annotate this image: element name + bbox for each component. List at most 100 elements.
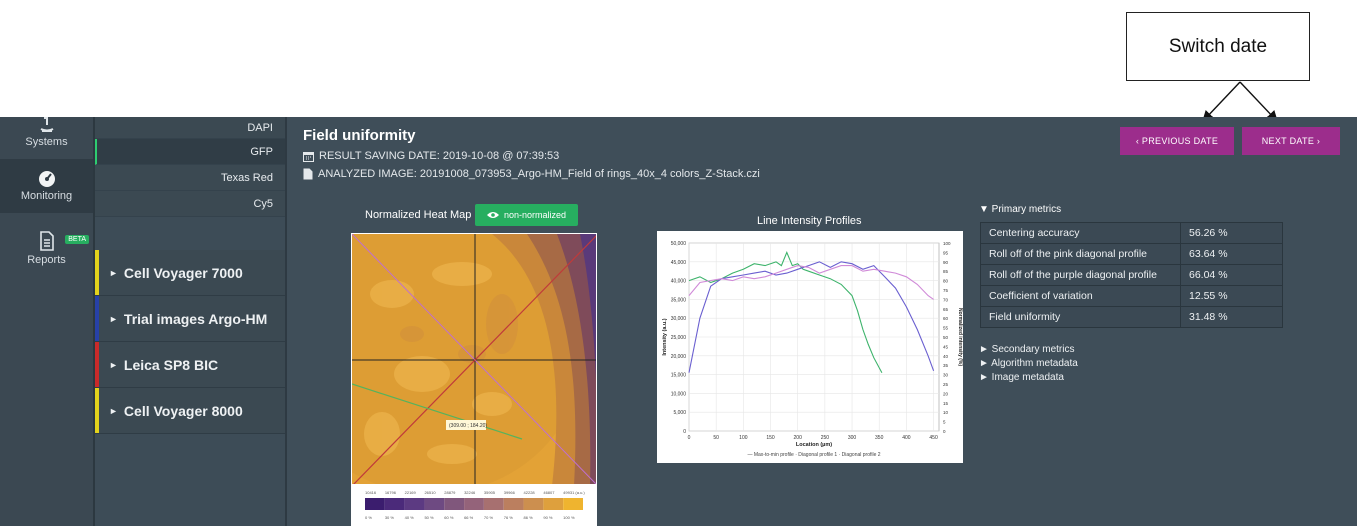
- y-tick-label: 0: [683, 429, 686, 435]
- system-name: Cell Voyager 7000: [123, 264, 243, 281]
- system-name: Leica SP8 BIC: [123, 356, 219, 373]
- table-row: Centering accuracy 56.26 %: [980, 222, 1283, 244]
- metric-value: 66.04 %: [1180, 264, 1283, 286]
- calendar-icon: [303, 151, 314, 162]
- image-metadata-toggle[interactable]: ► Image metadata: [979, 372, 1064, 383]
- app-window: Systems Monitoring Reports BETA DAPI GFP…: [0, 117, 1357, 526]
- system-color-bar: [95, 250, 99, 295]
- metric-value: 63.64 %: [1180, 243, 1283, 265]
- metric-value: 56.26 %: [1180, 222, 1283, 244]
- x-tick-label: 250: [821, 435, 830, 441]
- beta-badge: BETA: [65, 235, 89, 244]
- percent-tick-label: 70 %: [484, 515, 494, 520]
- y2-tick-label: 90: [943, 260, 949, 265]
- y2-tick-label: 10: [943, 410, 949, 415]
- scale-swatch: [543, 498, 564, 510]
- channel-label: Texas Red: [221, 171, 273, 184]
- y-tick-label: 45,000: [671, 260, 687, 266]
- heat-map-image: (309.00 ; 184.20): [352, 234, 596, 484]
- nav-reports[interactable]: Reports BETA: [0, 225, 93, 277]
- y2-tick-label: 20: [943, 391, 949, 396]
- system-item-cell-voyager-7000[interactable]: ► Cell Voyager 7000: [95, 250, 285, 296]
- y2-tick-label: 95: [943, 250, 949, 255]
- metric-name: Centering accuracy: [980, 222, 1181, 244]
- scale-swatch: [365, 498, 385, 510]
- system-item-leica-sp8-bic[interactable]: ► Leica SP8 BIC: [95, 342, 285, 388]
- percent-tick-label: 40 %: [405, 515, 415, 520]
- scale-tick-label: 26510: [424, 490, 436, 495]
- scale-swatch: [503, 498, 524, 510]
- table-row: Field uniformity 31.48 %: [980, 306, 1283, 328]
- scale-tick-label: 28879: [444, 490, 456, 495]
- metric-name: Field uniformity: [980, 306, 1181, 328]
- y2-tick-label: 100: [943, 241, 951, 246]
- expand-arrow-icon: ►: [109, 359, 118, 370]
- main-panel: Field uniformity RESULT SAVING DATE: 201…: [285, 117, 1357, 526]
- channel-texas-red[interactable]: Texas Red: [95, 165, 285, 191]
- y-tick-label: 10,000: [671, 391, 687, 397]
- metric-name: Roll off of the pink diagonal profile: [980, 243, 1181, 265]
- y2-tick-label: 75: [943, 288, 949, 293]
- channel-cy5[interactable]: Cy5: [95, 191, 285, 217]
- document-icon: [39, 231, 54, 251]
- nav-monitoring[interactable]: Monitoring: [0, 159, 93, 213]
- nav-reports-label: Reports: [27, 254, 66, 266]
- normalization-toggle[interactable]: non-normalized: [475, 204, 578, 226]
- system-item-cell-voyager-8000[interactable]: ► Cell Voyager 8000: [95, 388, 285, 434]
- system-item-trial-images-argo-hm[interactable]: ► Trial images Argo-HM: [95, 296, 285, 342]
- microscope-icon: [40, 117, 53, 132]
- channel-dapi[interactable]: DAPI: [95, 117, 285, 139]
- series-line: [688, 250, 883, 373]
- line-intensity-chart: 0 5,000 10,000 15,000 20,000 25,000 30,000 35,0…: [657, 231, 963, 463]
- scale-tick-label: 22169: [405, 490, 417, 495]
- metric-name: Coefficient of variation: [980, 285, 1181, 307]
- channel-label: Cy5: [253, 197, 273, 210]
- heat-map: (309.00 ; 184.20): [351, 233, 597, 485]
- scale-tick-label: 49931 (a.u.): [563, 490, 585, 495]
- nav-monitoring-label: Monitoring: [20, 190, 73, 202]
- y2-tick-label: 35: [943, 363, 949, 368]
- icon-sidebar: Systems Monitoring Reports BETA: [0, 117, 93, 526]
- expand-arrow-icon: ►: [109, 313, 118, 324]
- heatmap-marker-label: (309.00 ; 184.20): [449, 423, 487, 429]
- algorithm-metadata-toggle[interactable]: ► Algorithm metadata: [979, 358, 1078, 369]
- x-tick-label: 200: [794, 435, 803, 441]
- scale-swatch: [444, 498, 465, 510]
- previous-date-button[interactable]: ‹ PREVIOUS DATE: [1120, 127, 1234, 155]
- y-tick-label: 30,000: [671, 316, 687, 322]
- y2-tick-label: 15: [943, 401, 949, 406]
- y-tick-label: 35,000: [671, 297, 687, 303]
- primary-metrics-toggle[interactable]: ▼ Primary metrics: [979, 204, 1062, 215]
- eye-icon: [486, 212, 499, 218]
- y2-tick-label: 65: [943, 307, 949, 312]
- scale-swatch: [483, 498, 504, 510]
- channel-gfp[interactable]: GFP: [95, 139, 285, 165]
- nav-systems-label: Systems: [25, 136, 68, 148]
- y-tick-label: 25,000: [671, 335, 687, 341]
- metric-value: 12.55 %: [1180, 285, 1283, 307]
- y2-axis-label: Normalized intensity (%): [957, 308, 963, 366]
- heatmap-title: Normalized Heat Map: [365, 209, 472, 221]
- percent-tick-label: 30 %: [385, 515, 395, 520]
- y-tick-label: 5,000: [673, 410, 686, 416]
- primary-metrics-table: Centering accuracy 56.26 % Roll off of th…: [980, 222, 1283, 328]
- callout-label: Switch date: [1168, 35, 1268, 57]
- percent-tick-label: 86 %: [524, 515, 534, 520]
- x-tick-label: 50: [713, 435, 719, 441]
- scale-swatch: [523, 498, 544, 510]
- scale-tick-label: 32246: [464, 490, 476, 495]
- series-line: [688, 265, 934, 300]
- percent-tick-label: 66 %: [464, 515, 474, 520]
- y2-tick-label: 45: [943, 344, 949, 349]
- scale-tick-label: 42228: [524, 490, 536, 495]
- next-date-button[interactable]: NEXT DATE ›: [1242, 127, 1340, 155]
- scale-tick-label: 10416: [365, 490, 377, 495]
- x-axis-label: Location (µm): [796, 442, 832, 448]
- system-color-bar: [95, 342, 99, 387]
- secondary-metrics-toggle[interactable]: ► Secondary metrics: [979, 344, 1075, 355]
- nav-systems[interactable]: Systems: [0, 117, 93, 155]
- percent-tick-label: 50 %: [424, 515, 434, 520]
- line-chart-title: Line Intensity Profiles: [757, 215, 862, 227]
- metric-name: Roll off of the purple diagonal profile: [980, 264, 1181, 286]
- x-tick-label: 150: [766, 435, 775, 441]
